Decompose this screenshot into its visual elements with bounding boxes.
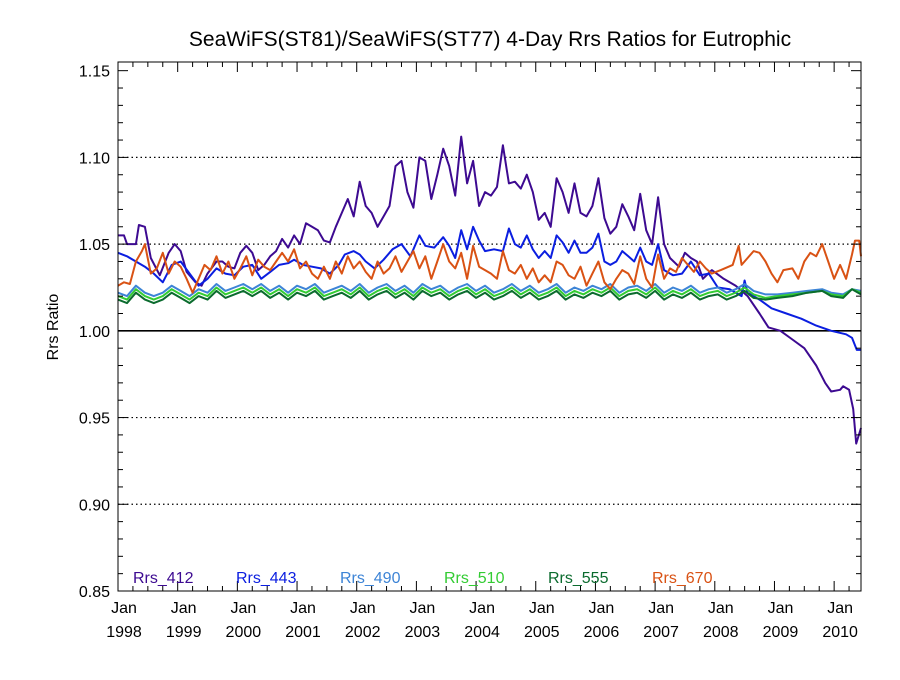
series-lines — [117, 135, 862, 445]
series-line-rrs-510 — [117, 286, 862, 301]
x-tick-label-month: Jan — [768, 600, 794, 617]
series-line-rrs-555 — [117, 288, 862, 305]
y-axis-label: Rrs Ratio — [45, 294, 62, 361]
x-tick-label-month: Jan — [350, 600, 376, 617]
grid-lines — [118, 156, 861, 505]
x-tick-label-month: Jan — [708, 600, 734, 617]
series-line-rrs-670 — [117, 239, 862, 294]
y-tick-label: 0.95 — [79, 411, 110, 428]
x-tick-label-year: 2001 — [285, 624, 321, 641]
x-tick-label-year: 2008 — [703, 624, 739, 641]
legend: Rrs_412 Rrs_443 Rrs_490 Rrs_510 Rrs_555 Rrs_6… — [133, 570, 713, 587]
x-tick-label-year: 2000 — [226, 624, 262, 641]
chart-title: SeaWiFS(ST81)/SeaWiFS(ST77) 4-Day Rrs Ra… — [189, 28, 791, 51]
y-tick-label: 0.90 — [79, 497, 110, 514]
y-tick-label: 1.05 — [79, 237, 110, 254]
x-tick-label-month: Jan — [290, 600, 316, 617]
legend-item-rrs-670: Rrs_670 — [652, 570, 713, 587]
y-tick-label: 1.00 — [79, 324, 110, 341]
legend-item-rrs-555: Rrs_555 — [548, 570, 609, 587]
y-tick-label: 1.15 — [79, 64, 110, 81]
plot-frame — [117, 61, 862, 592]
x-tick-label-month: Jan — [648, 600, 674, 617]
x-tick-label-month: Jan — [529, 600, 555, 617]
x-tick-label-year: 2003 — [405, 624, 441, 641]
axis-ticks: 0.85 0.90 0.95 1.00 1.05 1.10 1.15 Jan 1998 Jan 19… — [79, 62, 861, 641]
x-tick-label-year: 2009 — [763, 624, 799, 641]
x-tick-label-month: Jan — [469, 600, 495, 617]
y-tick-label: 0.85 — [79, 584, 110, 601]
x-tick-label-month: Jan — [827, 600, 853, 617]
legend-item-rrs-490: Rrs_490 — [340, 570, 401, 587]
x-tick-label-year: 2007 — [643, 624, 679, 641]
series-line-rrs-490 — [117, 283, 862, 298]
x-tick-label-year: 2010 — [822, 624, 858, 641]
x-tick-label-month: Jan — [409, 600, 435, 617]
x-tick-label-month: Jan — [111, 600, 137, 617]
x-tick-label-year: 1999 — [166, 624, 202, 641]
legend-item-rrs-510: Rrs_510 — [444, 570, 505, 587]
x-tick-label-year: 1998 — [106, 624, 142, 641]
x-tick-label-year: 2006 — [584, 624, 620, 641]
series-line-rrs-412 — [118, 135, 862, 445]
legend-item-rrs-443: Rrs_443 — [236, 570, 297, 587]
legend-item-rrs-412: Rrs_412 — [133, 570, 194, 587]
x-tick-label-year: 2005 — [524, 624, 560, 641]
x-tick-label-month: Jan — [230, 600, 256, 617]
y-tick-label: 1.10 — [79, 150, 110, 167]
x-tick-label-year: 2004 — [464, 624, 500, 641]
x-tick-label-month: Jan — [589, 600, 615, 617]
x-tick-label-month: Jan — [171, 600, 197, 617]
x-tick-label-year: 2002 — [345, 624, 381, 641]
